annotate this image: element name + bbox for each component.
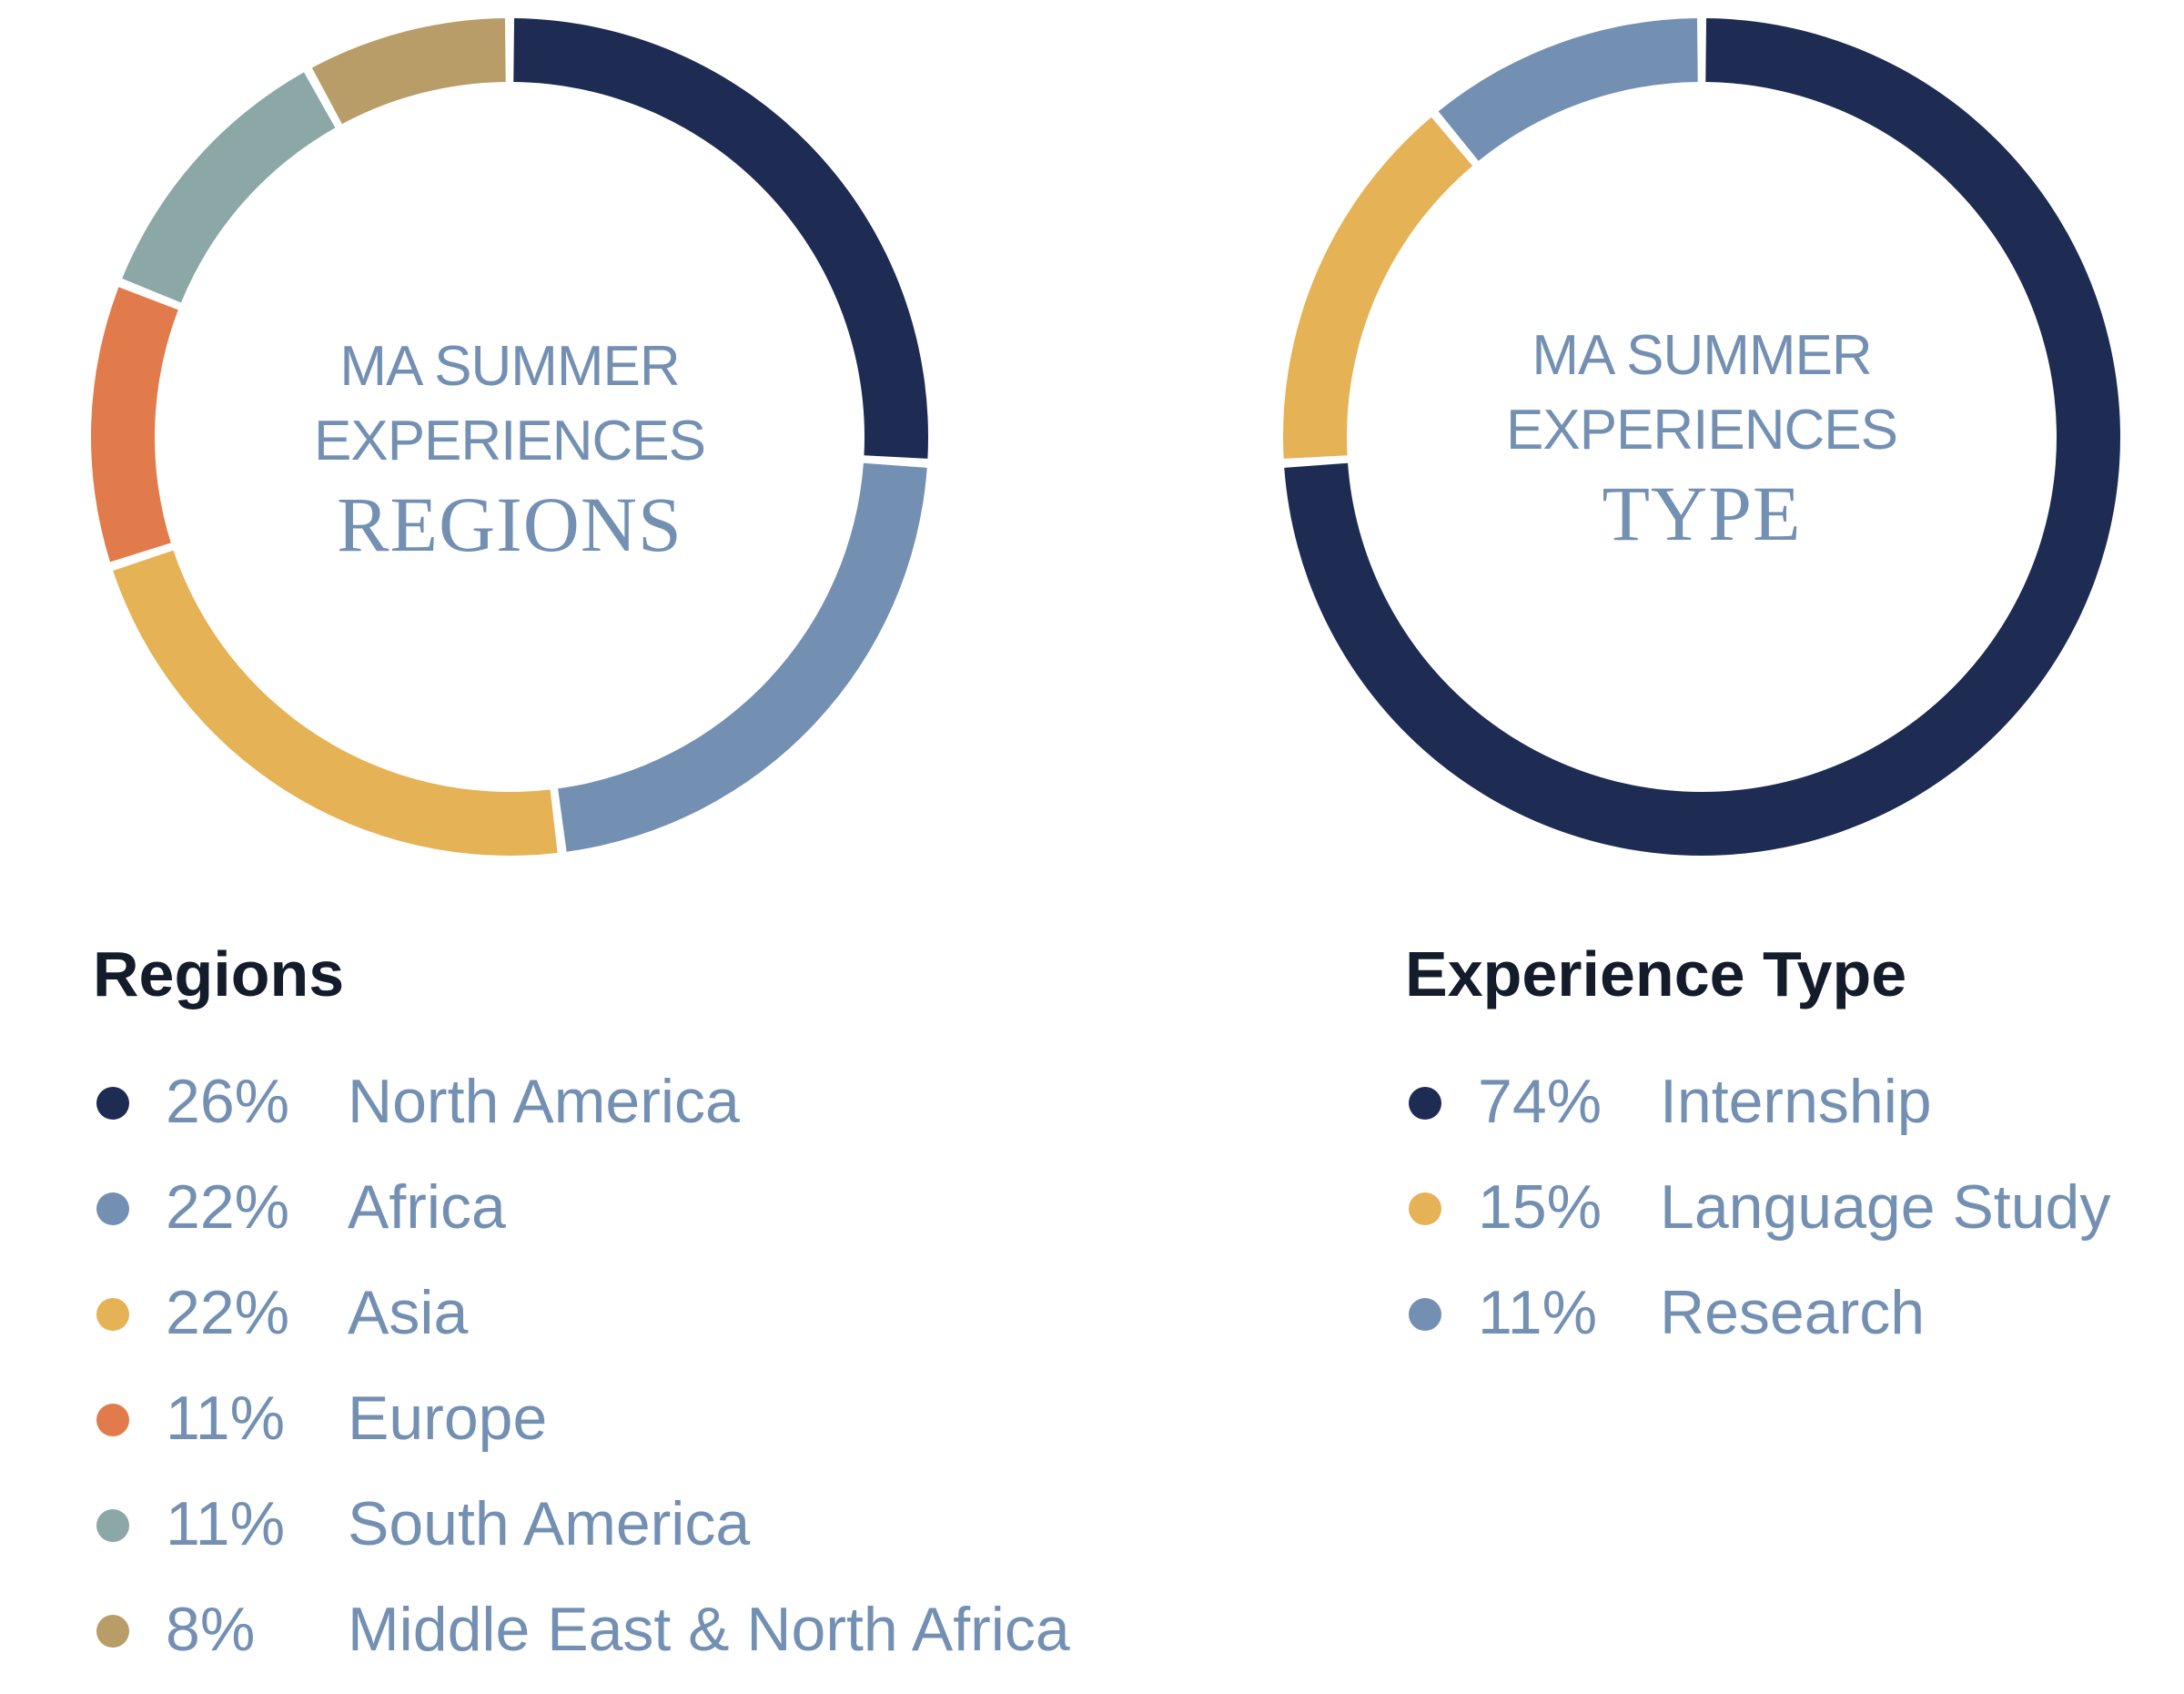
type-center-title: TYPE xyxy=(1602,470,1802,557)
regions-legend-label: Middle East & North Africa xyxy=(348,1595,1070,1664)
type-legend-label: Research xyxy=(1660,1278,1926,1347)
regions-legend-label: Asia xyxy=(348,1278,469,1347)
type-legend-dot xyxy=(1409,1192,1441,1225)
type-center-label: MA SUMMER EXPERIENCES TYPE xyxy=(1447,319,1956,555)
regions-slice-europe xyxy=(91,287,178,563)
type-legend-label: Internship xyxy=(1660,1067,1932,1136)
type-legend-label: Language Study xyxy=(1660,1172,2111,1242)
type-slice-language-study xyxy=(1283,117,1473,459)
regions-legend-dot xyxy=(96,1298,129,1331)
regions-legend-value: 22% xyxy=(166,1278,290,1347)
regions-legend-label: North America xyxy=(348,1067,740,1136)
regions-legend-label: Europe xyxy=(348,1384,548,1453)
type-legend-value: 74% xyxy=(1478,1067,1603,1136)
regions-legend-dot xyxy=(96,1404,129,1436)
type-legend-title: Experience Type xyxy=(1405,938,1907,1009)
regions-legend-label: Africa xyxy=(348,1172,506,1242)
type-legend-dot xyxy=(1409,1298,1441,1331)
regions-slice-africa xyxy=(558,462,927,852)
type-center-line2: EXPERIENCES xyxy=(1505,399,1898,462)
regions-slice-south-america xyxy=(122,72,336,303)
regions-slice-asia xyxy=(113,550,558,856)
type-slice-research xyxy=(1438,18,1698,161)
type-donut xyxy=(1283,18,2120,857)
regions-center-line1: MA SUMMER xyxy=(339,335,680,398)
regions-donut xyxy=(91,18,928,856)
regions-legend-value: 26% xyxy=(166,1067,290,1136)
regions-legend-value: 11% xyxy=(166,1489,286,1558)
regions-center-title: REGIONS xyxy=(337,481,682,568)
type-legend-dot xyxy=(1409,1087,1441,1120)
regions-legend-dot xyxy=(96,1615,129,1648)
regions-slice-middle-east-north-africa xyxy=(311,18,506,125)
type-legend-value: 11% xyxy=(1478,1278,1598,1347)
regions-legend-label: South America xyxy=(348,1489,751,1558)
regions-legend-value: 11% xyxy=(166,1384,286,1453)
regions-legend-value: 8% xyxy=(166,1595,256,1664)
regions-center-line2: EXPERIENCES xyxy=(313,410,706,472)
regions-legend-dot xyxy=(96,1087,129,1120)
regions-center-label: MA SUMMER EXPERIENCES REGIONS xyxy=(255,330,764,566)
regions-slice-north-america xyxy=(513,18,928,459)
regions-legend-value: 22% xyxy=(166,1172,290,1242)
regions-legend-title: Regions xyxy=(93,938,345,1009)
type-center-line1: MA SUMMER xyxy=(1532,324,1872,387)
type-chart: MA SUMMER EXPERIENCES TYPE Experience Ty… xyxy=(1283,0,2184,1694)
type-legend-value: 15% xyxy=(1478,1172,1603,1242)
regions-legend-dot xyxy=(96,1192,129,1225)
regions-chart: MA SUMMER EXPERIENCES REGIONS Regions 26… xyxy=(91,18,1070,1664)
regions-legend-dot xyxy=(96,1509,129,1542)
